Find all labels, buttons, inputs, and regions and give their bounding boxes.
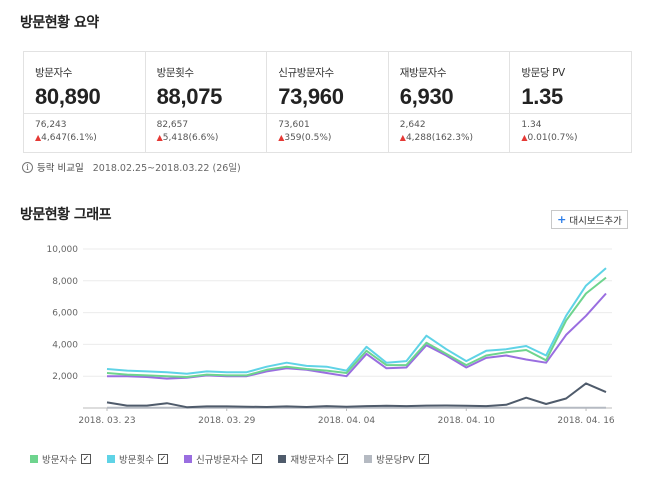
- series-line-0: [106, 276, 607, 378]
- compare-label: 등락 비교일: [37, 163, 84, 174]
- card-new-visitors: 신규방문자수 73,960 73,601 ▲359(0.5%): [267, 52, 389, 152]
- up-arrow-icon: ▲: [156, 133, 163, 142]
- add-dashboard-button[interactable]: + 대시보드추가: [551, 210, 628, 229]
- x-tick-label: 2018. 03. 29: [198, 416, 256, 426]
- card-prev-value: 1.34: [521, 120, 542, 130]
- legend-label: 방문횟수: [118, 455, 154, 466]
- card-prev-value: 82,657: [156, 120, 189, 130]
- card-prev-value: 76,243: [35, 120, 67, 130]
- card-label: 방문자수: [35, 67, 73, 79]
- compare-range: 2018.02.25~2018.03.22 (26일): [92, 163, 241, 174]
- x-tick-label: 2018. 03. 23: [78, 416, 135, 426]
- legend-item-visitors[interactable]: 방문자수 ✓: [30, 452, 91, 466]
- card-value: 73,960: [278, 84, 344, 109]
- checkbox-icon[interactable]: ✓: [338, 454, 349, 464]
- compare-period: i 등락 비교일 2018.02.25~2018.03.22 (26일): [22, 160, 241, 174]
- checkbox-icon[interactable]: ✓: [157, 454, 168, 464]
- checkbox-icon[interactable]: ✓: [418, 454, 429, 464]
- y-tick-label: 2,000: [52, 372, 78, 382]
- card-label: 방문횟수: [156, 67, 194, 79]
- series-line-3: [106, 382, 607, 409]
- summary-cards: 방문자수 80,890 76,243 ▲4,647(6.1%) 방문횟수 88,…: [23, 51, 632, 153]
- legend-swatch: [278, 455, 287, 463]
- card-visits: 방문횟수 88,075 82,657 ▲5,418(6.6%): [145, 52, 268, 152]
- card-label: 방문당 PV: [521, 67, 565, 79]
- legend-label: 재방문자수: [290, 455, 335, 466]
- legend-label: 방문자수: [42, 455, 77, 466]
- up-arrow-icon: ▲: [35, 133, 42, 142]
- card-prev-value: 73,601: [278, 120, 310, 130]
- card-visitors: 방문자수 80,890 76,243 ▲4,647(6.1%): [24, 52, 146, 152]
- y-tick-label: 10,000: [47, 245, 79, 255]
- card-value: 6,930: [399, 84, 454, 109]
- series-line-1: [106, 267, 607, 375]
- graph-title: 방문현황 그래프: [20, 207, 112, 223]
- card-returning-visitors: 재방문자수 6,930 2,642 ▲4,288(162.3%): [388, 52, 511, 152]
- y-tick-label: 8,000: [52, 277, 78, 287]
- legend-swatch: [183, 455, 192, 463]
- up-arrow-icon: ▲: [521, 133, 528, 142]
- legend-label: 신규방문자수: [195, 455, 249, 466]
- add-dashboard-label: 대시보드추가: [569, 215, 622, 227]
- legend-item-new-visitors[interactable]: 신규방문자수 ✓: [183, 452, 263, 466]
- info-icon[interactable]: i: [22, 161, 33, 173]
- visit-line-chart: 2,000 4,000 6,000 8,000 10,000 2018. 03. 23 20…: [47, 245, 615, 426]
- card-change: ▲5,418(6.6%): [156, 133, 219, 143]
- summary-title: 방문현황 요약: [20, 15, 99, 31]
- legend-swatch: [364, 455, 373, 463]
- card-value: 88,075: [156, 84, 223, 109]
- card-change: ▲0.01(0.7%): [521, 133, 578, 143]
- card-label: 신규방문자수: [278, 67, 334, 79]
- plus-icon: +: [557, 213, 567, 226]
- card-prev-value: 2,642: [399, 120, 426, 130]
- checkbox-icon[interactable]: ✓: [80, 454, 91, 464]
- card-change: ▲4,647(6.1%): [35, 133, 97, 143]
- y-tick-label: 4,000: [52, 340, 78, 350]
- chart-legend: 방문자수 ✓ 방문횟수 ✓ 신규방문자수 ✓ 재방문자수 ✓ 방문당PV ✓: [30, 452, 445, 466]
- legend-swatch: [106, 455, 115, 463]
- legend-item-visits[interactable]: 방문횟수 ✓: [106, 452, 168, 466]
- checkbox-icon[interactable]: ✓: [252, 454, 263, 464]
- y-tick-label: 6,000: [52, 309, 78, 319]
- legend-swatch: [30, 455, 38, 463]
- card-value: 80,890: [35, 84, 101, 109]
- legend-label: 방문당PV: [376, 455, 415, 466]
- card-label: 재방문자수: [399, 67, 447, 79]
- up-arrow-icon: ▲: [278, 133, 285, 142]
- legend-item-returning-visitors[interactable]: 재방문자수 ✓: [278, 452, 349, 466]
- card-pv-per-visit: 방문당 PV 1.35 1.34 ▲0.01(0.7%): [510, 52, 631, 152]
- legend-item-pv[interactable]: 방문당PV ✓: [364, 452, 429, 466]
- up-arrow-icon: ▲: [399, 133, 406, 142]
- card-value: 1.35: [521, 84, 563, 109]
- x-tick-label: 2018. 04. 10: [438, 416, 496, 426]
- card-change: ▲4,288(162.3%): [399, 133, 474, 143]
- x-tick-label: 2018. 04. 04: [318, 416, 376, 426]
- card-change: ▲359(0.5%): [278, 133, 332, 143]
- series-line-2: [107, 292, 607, 380]
- x-tick-label: 2018. 04. 16: [557, 416, 615, 426]
